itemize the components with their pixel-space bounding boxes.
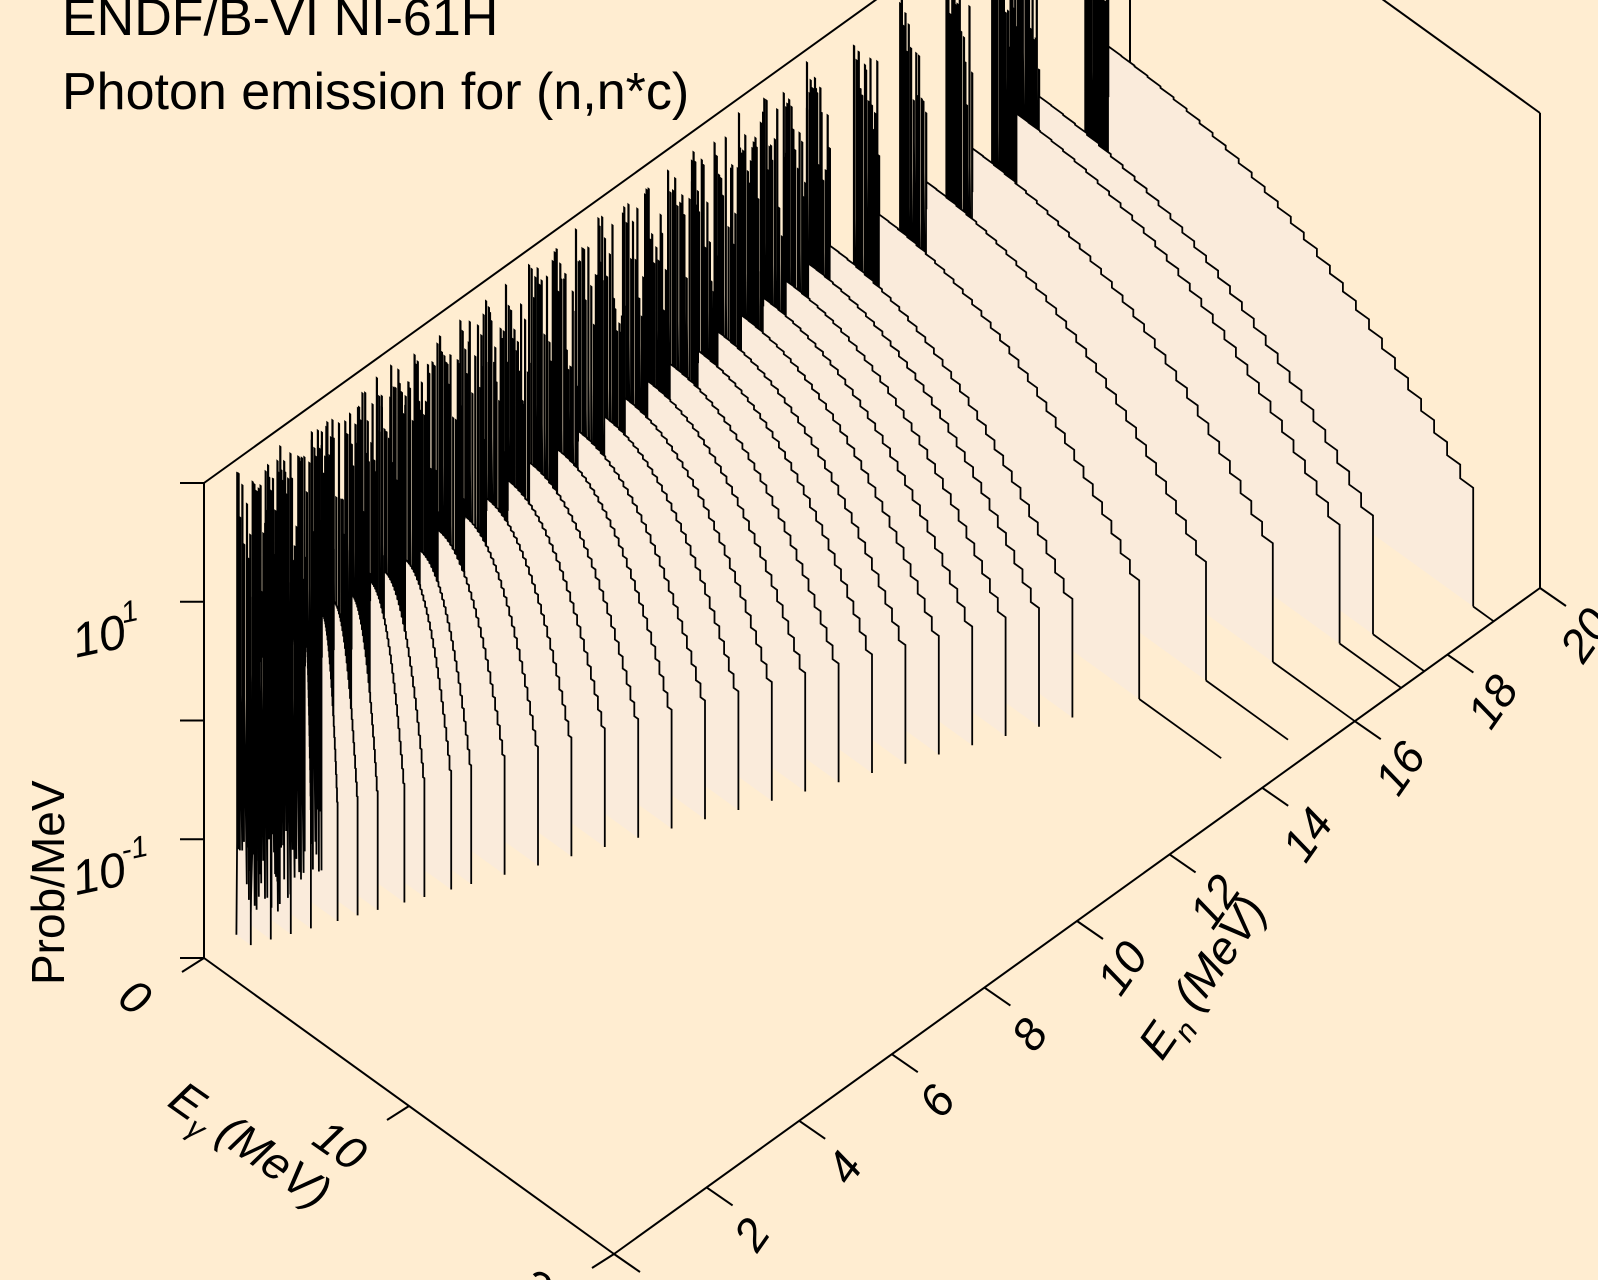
- spectrum-line: [758, 97, 1007, 736]
- y-tick-label: 4: [815, 1142, 872, 1193]
- y-tick: [1446, 653, 1474, 674]
- z-tick-label: 101: [66, 594, 147, 668]
- back-top-edge: [203, 0, 878, 484]
- spectrum-line: [990, 0, 1341, 644]
- spectrum-line: [619, 202, 807, 792]
- spectrum-fill: [991, 0, 1340, 644]
- spectrum-line: [249, 475, 282, 940]
- spectrum-line: [235, 471, 263, 946]
- chart-title: ENDF/B-VI NI-61H: [62, 0, 499, 47]
- spectrum-line: [355, 391, 426, 897]
- spectrum-line: [411, 353, 506, 875]
- spectrum-line: [323, 418, 379, 910]
- spectrum-line: [573, 228, 740, 810]
- spectrum-line: [712, 136, 940, 755]
- spectrum-fill: [1083, 0, 1474, 607]
- spectrum-line: [851, 44, 1141, 699]
- spectrum-line: [666, 169, 873, 773]
- y-tick-label: 6: [908, 1075, 966, 1126]
- x-tick: [386, 1105, 410, 1121]
- y-tick: [1539, 587, 1567, 607]
- y-tick: [1354, 720, 1382, 741]
- spectrum-line: [388, 364, 473, 884]
- y-tick-label: 20: [1548, 599, 1598, 672]
- spectrum-line: [550, 247, 706, 820]
- y-tick-label: 0: [630, 1275, 688, 1280]
- x-tick-label: 20: [508, 1256, 581, 1280]
- chart-subtitle: Photon emission for (n,n*c): [62, 63, 690, 121]
- y-tick: [706, 1186, 734, 1207]
- spectrum-line: [504, 283, 640, 838]
- spectrum-line: [735, 111, 974, 746]
- spectrum-tail: [1138, 698, 1222, 759]
- spectrum-line: [434, 335, 539, 866]
- spectrum-line: [805, 60, 1074, 718]
- spectra-series: [235, 0, 1495, 946]
- z-tick-label: 10-1: [66, 830, 157, 906]
- y-tick: [613, 1253, 641, 1273]
- spectrum-line: [480, 299, 606, 847]
- spectrum-line: [642, 187, 840, 783]
- y-tick-label: 8: [1001, 1009, 1059, 1060]
- y-tick: [798, 1119, 826, 1140]
- y-tick: [983, 986, 1011, 1007]
- x-tick: [591, 1253, 615, 1269]
- z-tick-label-exp: 1: [118, 594, 141, 630]
- spectrum-line: [457, 319, 573, 857]
- spectrum-line: [263, 459, 295, 934]
- z-axis-label: Prob/MeV: [22, 780, 74, 985]
- y-tick-label: 10: [1086, 932, 1158, 1004]
- spectrum-tail: [1339, 642, 1402, 689]
- spectrum-tail: [1205, 679, 1289, 741]
- spectrum-line: [689, 150, 907, 764]
- spectrum-line: [342, 412, 406, 903]
- y-tick: [1261, 786, 1289, 807]
- spectrum-tail: [1272, 661, 1356, 722]
- y-tick: [891, 1053, 919, 1074]
- spectrum-line: [596, 215, 773, 801]
- y-tick: [1169, 853, 1197, 874]
- y-tick-label: 16: [1364, 732, 1436, 804]
- x-tick-label: 0: [110, 968, 161, 1026]
- z-tick-label-base: 10: [67, 843, 131, 906]
- spectrum-line: [527, 263, 673, 829]
- spectrum-line: [374, 376, 453, 890]
- spectrum-line: [781, 91, 1040, 727]
- y-tick-label: 18: [1456, 665, 1528, 737]
- spectrum-line: [943, 0, 1274, 662]
- spectrum-fill: [944, 0, 1273, 662]
- x-tick: [181, 957, 205, 973]
- y-tick-label: 2: [722, 1209, 780, 1261]
- spectrum-line: [1013, 0, 1374, 635]
- y-tick-label: 14: [1271, 799, 1343, 871]
- spectrum-line: [1082, 0, 1475, 607]
- spectrum-line: [309, 428, 359, 916]
- right-top-edge: [1381, 0, 1541, 114]
- spectrum-tail: [1372, 633, 1425, 672]
- spectrum-line: [295, 439, 339, 921]
- spectrum-tail: [1472, 605, 1495, 623]
- z-tick-label-base: 10: [67, 606, 131, 669]
- z-tick-label-exp: -1: [118, 830, 151, 868]
- spectrum-line: [897, 0, 1207, 681]
- y-tick: [1076, 920, 1104, 940]
